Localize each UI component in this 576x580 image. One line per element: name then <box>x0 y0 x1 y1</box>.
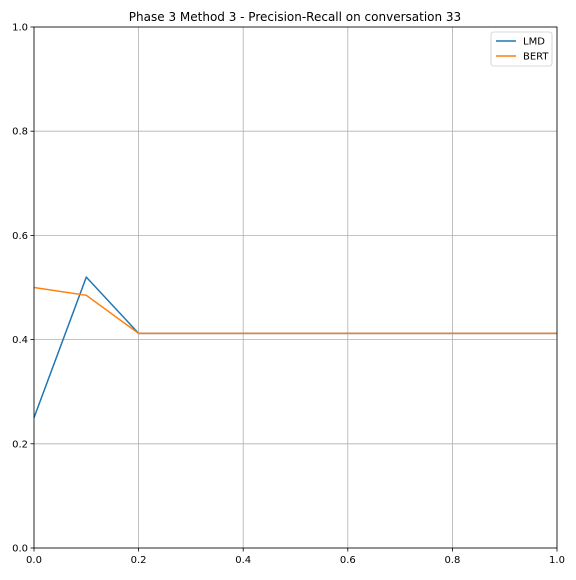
x-tick-label: 0.8 <box>444 555 460 566</box>
y-tick-label: 0.4 <box>12 335 28 346</box>
series-line-bert <box>33 286 557 335</box>
series-lines <box>33 276 557 419</box>
plot-frame <box>33 26 558 549</box>
x-tick-label: 0.2 <box>131 555 147 566</box>
legend-label-lmd: LMD <box>523 37 545 48</box>
legend-label-bert: BERT <box>523 52 549 63</box>
y-tick-label: 0.2 <box>12 439 28 450</box>
y-tick-label: 0.8 <box>12 127 28 138</box>
y-tick-label: 0.6 <box>12 231 28 242</box>
y-tick-label: 1.0 <box>12 23 28 34</box>
chart-title: Phase 3 Method 3 - Precision-Recall on c… <box>129 10 461 24</box>
axes: 0.0 0.2 0.4 0.6 0.8 1.0 0.0 0.2 0.4 0.6 0.8 1.0 <box>12 23 565 567</box>
x-tick-label: 0.0 <box>26 555 42 566</box>
x-tick-label: 1.0 <box>549 555 565 566</box>
x-tick-label: 0.6 <box>340 555 356 566</box>
legend: LMD BERT <box>490 31 553 67</box>
y-tick-label: 0.0 <box>12 544 28 555</box>
x-tick-label: 0.4 <box>235 555 251 566</box>
